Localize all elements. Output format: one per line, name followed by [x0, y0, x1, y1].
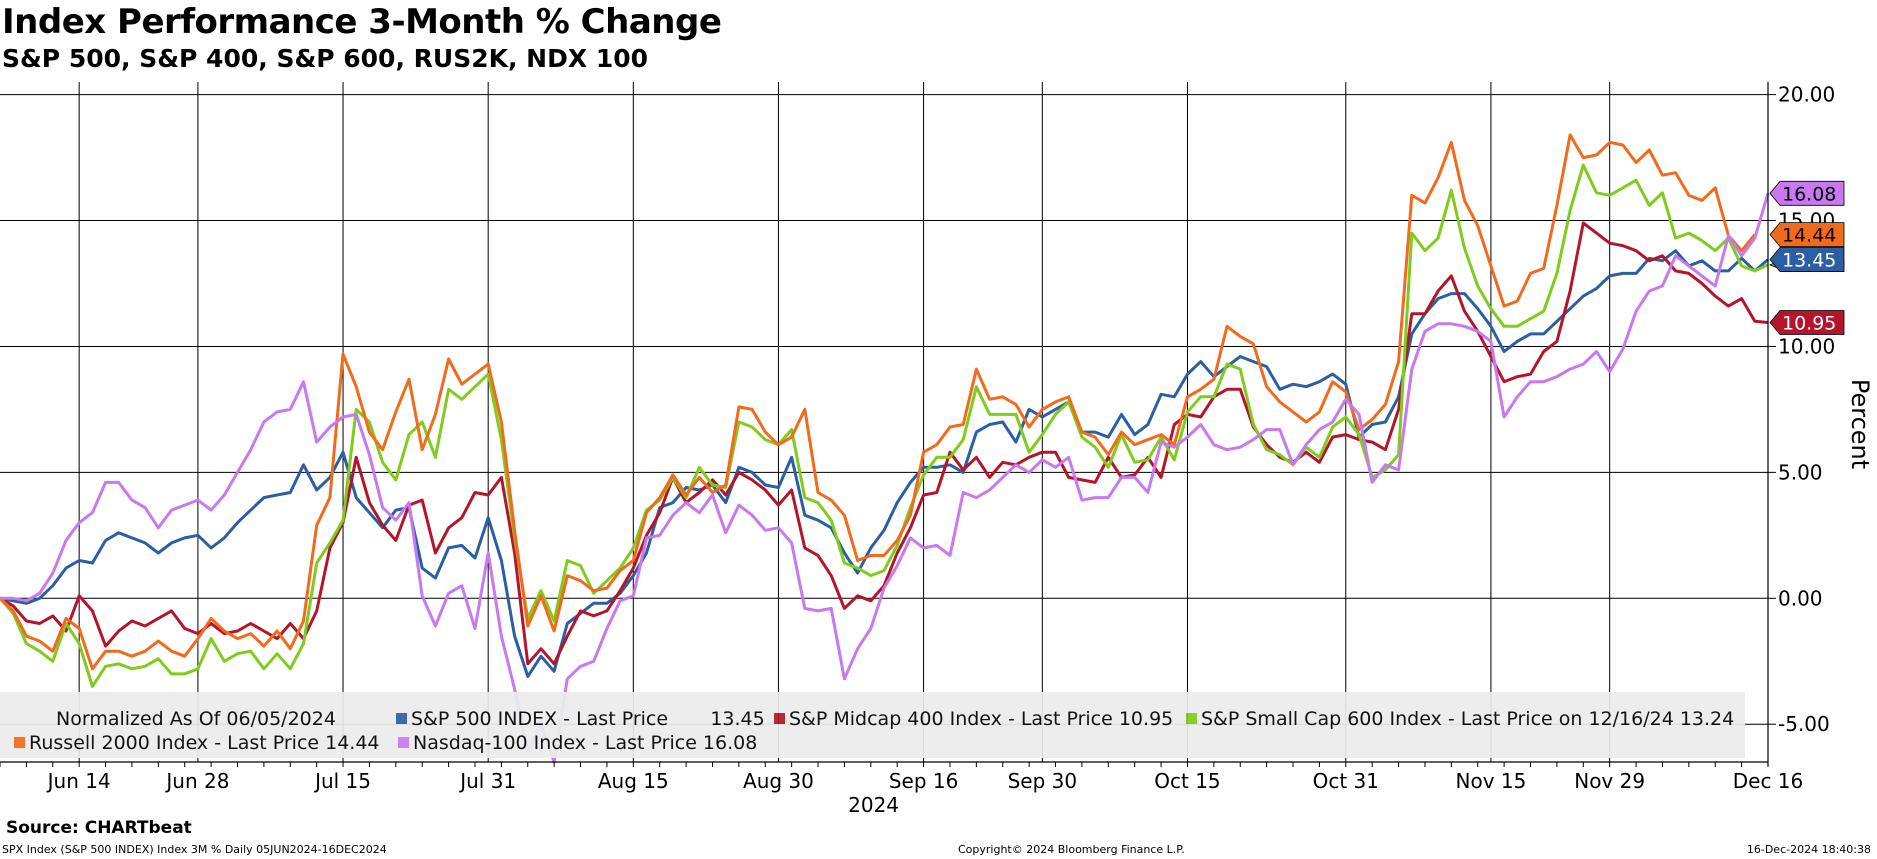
series-line-nasdaq-100-index [0, 192, 1770, 764]
series-line-russell-2000-index [0, 133, 1756, 671]
end-value-labels: 16.08 14.44 13.45 10.95 [1768, 180, 1845, 335]
legend-swatch [14, 737, 25, 748]
legend-label: S&P 500 INDEX - Last Price 13.45 [411, 708, 765, 730]
y-tick-label: -5.00 [1778, 712, 1830, 736]
legend-entry-small: S&P Small Cap 600 Index - Last Price on … [1186, 708, 1734, 730]
legend: Normalized As Of 06/05/2024 S&P 500 INDE… [0, 692, 1745, 758]
end-label-text: 10.95 [1782, 313, 1836, 335]
x-tick-label: Sep 16 [889, 769, 959, 793]
footer-ticker: SPX Index (S&P 500 INDEX) Index 3M % Dai… [2, 843, 387, 856]
x-axis-label: 2024 [848, 793, 899, 817]
y-tick-label: 20.00 [1778, 83, 1835, 107]
x-tick-label: Aug 15 [598, 769, 669, 793]
x-tick-label: Oct 15 [1154, 769, 1220, 793]
chart-subtitle: S&P 500, S&P 400, S&P 600, RUS2K, NDX 10… [2, 44, 649, 73]
legend-swatch [1186, 713, 1197, 724]
end-label-text: 13.45 [1782, 250, 1836, 272]
end-label-flag [1769, 180, 1845, 206]
end-label-text: 14.44 [1782, 225, 1836, 247]
legend-label: S&P Midcap 400 Index - Last Price 10.95 [789, 708, 1174, 730]
end-label-group: 16.08 [1769, 180, 1845, 206]
series-line-s-p-small-cap-600-index [0, 163, 1769, 688]
legend-note: Normalized As Of 06/05/2024 [56, 708, 336, 730]
x-tick-label: Oct 31 [1313, 769, 1379, 793]
legend-entry-ndx: Nasdaq-100 Index - Last Price 16.08 [398, 732, 757, 754]
x-tick-label: Jul 15 [313, 769, 371, 793]
legend-row-1: Normalized As Of 06/05/2024 [56, 708, 336, 730]
legend-swatch [398, 737, 409, 748]
series-lines [0, 133, 1770, 764]
end-label-flag [1769, 222, 1845, 248]
legend-label: Nasdaq-100 Index - Last Price 16.08 [413, 732, 758, 754]
legend-entry-rus: Russell 2000 Index - Last Price 14.44 [14, 732, 380, 754]
legend-swatch [396, 713, 407, 724]
x-tick-label: Aug 30 [743, 769, 814, 793]
footer-copyright: Copyright© 2024 Bloomberg Finance L.P. [958, 843, 1185, 856]
x-tick-label: Jun 28 [164, 769, 229, 793]
series-line-s-p-midcap-400-index [0, 221, 1769, 666]
end-label-flag [1769, 310, 1845, 335]
x-tick-label: Nov 15 [1456, 769, 1527, 793]
x-tick-label: Sep 30 [1008, 769, 1078, 793]
x-tick-label: Jul 31 [458, 769, 516, 793]
chart-title: Index Performance 3-Month % Change [2, 2, 722, 42]
y-tick-label: 0.00 [1778, 586, 1823, 610]
legend-entry-spx: S&P 500 INDEX - Last Price 13.45 [396, 708, 765, 730]
legend-label: Russell 2000 Index - Last Price 14.44 [29, 732, 380, 754]
end-label-group: 13.45 [1769, 247, 1845, 272]
x-tick-label: Nov 29 [1574, 769, 1645, 793]
source-note: Source: CHARTbeat [6, 818, 192, 838]
series-line-s-p-500-index [0, 249, 1769, 678]
y-tick-label: 10.00 [1778, 334, 1835, 358]
x-tick-label: Jun 14 [46, 769, 111, 793]
legend-label: S&P Small Cap 600 Index - Last Price on … [1201, 708, 1735, 730]
end-label-flag [1769, 247, 1845, 272]
end-label-group: 14.44 [1769, 222, 1845, 248]
y-tick-label: 5.00 [1778, 460, 1823, 484]
legend-entry-mid: S&P Midcap 400 Index - Last Price 10.95 [774, 708, 1173, 730]
footer-timestamp: 16-Dec-2024 18:40:38 [1746, 843, 1871, 856]
x-tick-label: Dec 16 [1733, 769, 1804, 793]
end-label-text: 16.08 [1782, 183, 1836, 205]
end-label-group: 10.95 [1769, 310, 1845, 335]
legend-swatch [774, 713, 785, 724]
y-axis-label: Percent [1846, 379, 1874, 469]
